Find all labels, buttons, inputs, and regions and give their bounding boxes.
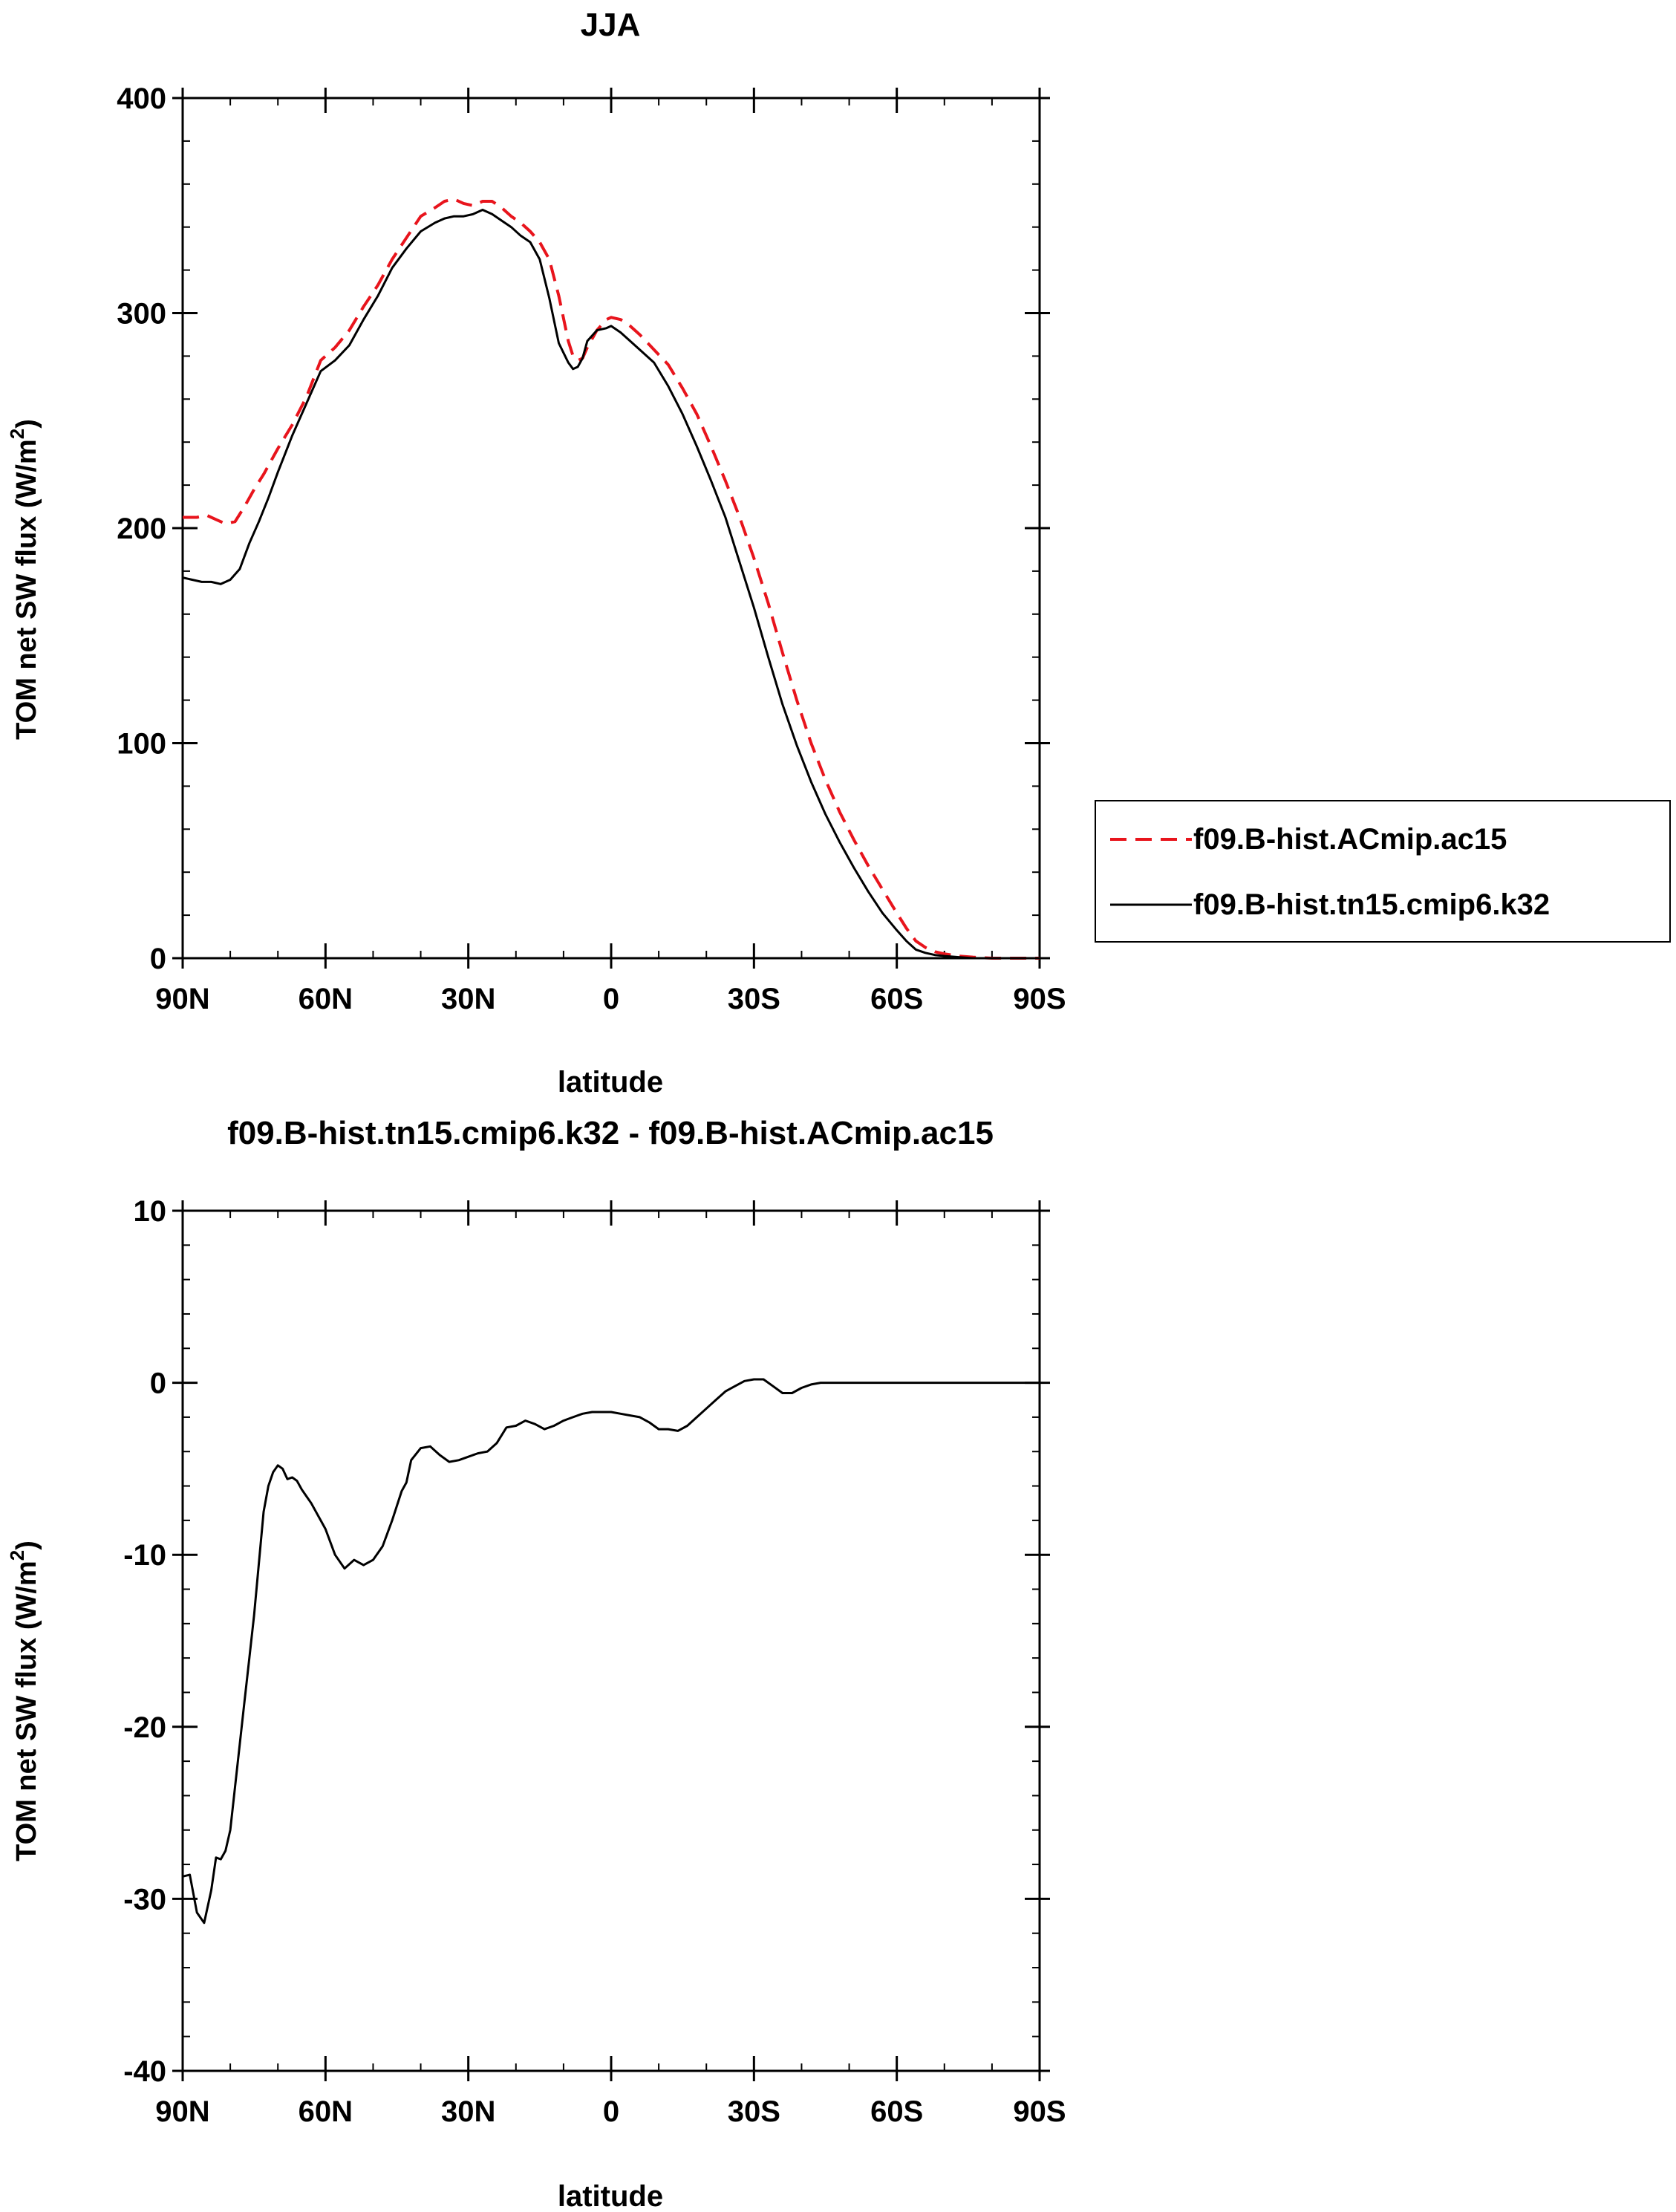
bottom-x-tick-label: 0: [603, 2095, 619, 2128]
top-x-tick-label: 60S: [870, 983, 923, 1015]
bottom-y-tick-label: -30: [123, 1883, 166, 1916]
bottom-x-tick-label: 30S: [728, 2095, 780, 2128]
bottom-x-axis-label: latitude: [558, 2180, 663, 2212]
top-x-tick-label: 0: [603, 983, 619, 1015]
bottom-x-tick-label: 90N: [155, 2095, 209, 2128]
top-y-axis-label-superscript: 2: [6, 429, 28, 439]
top-series-line-2: [182, 209, 1040, 960]
top-x-tick-label: 30N: [441, 983, 495, 1015]
bottom-title: f09.B-hist.tn15.cmip6.k32 - f09.B-hist.A…: [227, 1115, 994, 1151]
bottom-y-axis-label-main: TOM net SW flux (W/m: [11, 1561, 42, 1861]
top-y-tick-label: 0: [150, 943, 166, 975]
bottom-y-axis-label-end: ): [11, 1541, 42, 1550]
bottom-x-tick-label: 90S: [1013, 2095, 1066, 2128]
top-y-axis-label-main: TOM net SW flux (W/m: [11, 439, 42, 740]
top-series-line-1: [183, 198, 1040, 960]
bottom-y-tick-label: -20: [123, 1711, 166, 1744]
bottom-plot-area: 90N 60N 30N 0 30S 60S 90S -40 -30 -20 -10 0 10: [123, 1195, 1066, 2128]
bottom-plot-frame: [181, 1209, 1041, 2072]
bottom-y-axis-label-superscript: 2: [6, 1550, 28, 1561]
bottom-y-tick-label: 0: [150, 1367, 166, 1400]
top-y-axis-label-end: ): [11, 419, 42, 429]
top-chart: JJA 90N 60N 30N 0 30S 60S 90S 0 100 200 300 400 TOM…: [6, 7, 1671, 1099]
legend-label-series-b: f09.B-hist.tn15.cmip6.k32: [1193, 888, 1550, 921]
top-x-tick-label: 90N: [155, 983, 209, 1015]
legend-label-series-a: f09.B-hist.ACmip.ac15: [1193, 823, 1507, 856]
top-x-axis-label: latitude: [558, 1066, 663, 1099]
top-y-axis-label: TOM net SW flux (W/m2): [6, 419, 42, 740]
top-plot-area: 90N 60N 30N 0 30S 60S 90S 0 100 200 300 400: [117, 82, 1066, 1015]
top-legend: f09.B-hist.ACmip.ac15 f09.B-hist.tn15.cm…: [1095, 800, 1671, 943]
bottom-x-tick-label: 30N: [441, 2095, 495, 2128]
bottom-y-tick-label: -40: [123, 2055, 166, 2088]
bottom-x-tick-label: 60S: [870, 2095, 923, 2128]
bottom-y-axis-label: TOM net SW flux (W/m2): [6, 1541, 42, 1861]
top-x-tick-label: 30S: [728, 983, 780, 1015]
bottom-y-tick-label: 10: [134, 1195, 167, 1228]
bottom-y-tick-label: -10: [123, 1539, 166, 1572]
top-x-tick-label: 60N: [299, 983, 353, 1015]
legend-box: [1095, 800, 1671, 943]
bottom-x-tick-label: 60N: [299, 2095, 353, 2128]
top-x-tick-label: 90S: [1013, 983, 1066, 1015]
bottom-chart: f09.B-hist.tn15.cmip6.k32 - f09.B-hist.A…: [6, 1115, 1066, 2212]
top-y-tick-label: 200: [117, 513, 166, 545]
top-y-tick-label: 300: [117, 298, 166, 331]
top-y-tick-label: 400: [117, 82, 166, 115]
top-title: JJA: [581, 7, 641, 43]
top-y-tick-label: 100: [117, 728, 166, 761]
top-plot-frame: [181, 97, 1041, 960]
bottom-series-line-1: [182, 1378, 1040, 1925]
